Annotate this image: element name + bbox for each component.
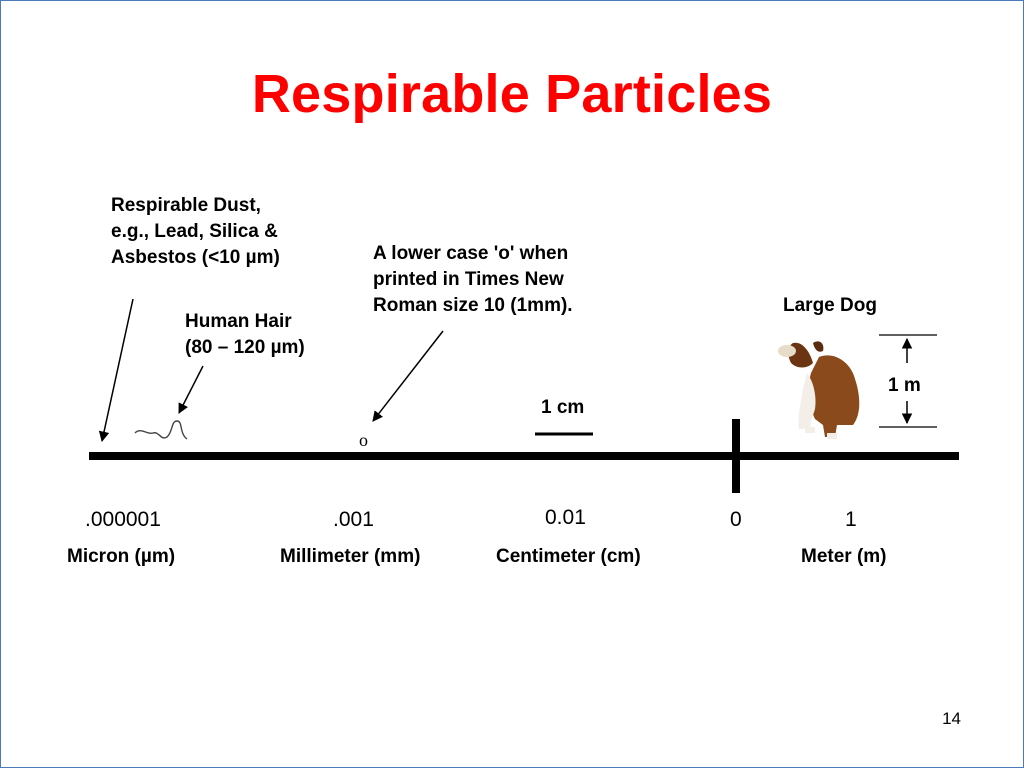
- unit-micron: Micron (µm): [67, 546, 176, 567]
- scale-value-micron: .000001: [85, 508, 161, 531]
- one-meter-label: 1 m: [888, 375, 921, 396]
- large-dog-label: Large Dog: [783, 295, 877, 316]
- human-hair-squiggle: [134, 420, 188, 440]
- dust-arrow: [98, 298, 134, 443]
- unit-millimeter: Millimeter (mm): [280, 546, 421, 567]
- human-hair-label: Human Hair (80 – 120 µm): [185, 311, 305, 358]
- scale-value-millimeter: .001: [333, 508, 374, 531]
- page-number: 14: [942, 709, 961, 728]
- slide-title: Respirable Particles: [251, 64, 773, 124]
- respirable-dust-label: Respirable Dust, e.g., Lead, Silica & As…: [111, 195, 280, 268]
- one-cm-label: 1 cm: [541, 397, 585, 418]
- scale-value-zero: 0: [730, 508, 742, 531]
- unit-meter: Meter (m): [801, 546, 887, 567]
- times-o-glyph: o: [359, 430, 368, 450]
- scale-value-meter: 1: [845, 508, 857, 531]
- o-arrow: [372, 330, 444, 422]
- scale-value-centimeter: 0.01: [545, 506, 586, 529]
- lowercase-o-label: A lower case 'o' when printed in Times N…: [373, 243, 573, 316]
- unit-centimeter: Centimeter (cm): [496, 546, 641, 567]
- large-dog-illustration: [778, 341, 860, 439]
- hair-arrow: [178, 365, 204, 414]
